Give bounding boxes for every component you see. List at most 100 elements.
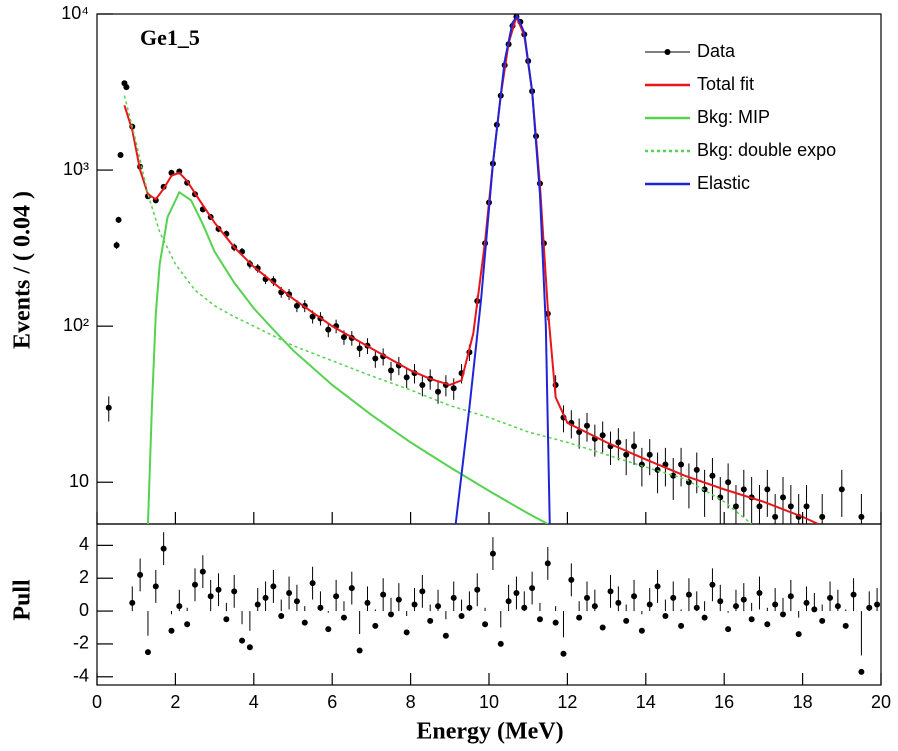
data-point: [646, 601, 653, 608]
data-point: [489, 550, 496, 557]
data-point: [419, 588, 426, 595]
data-point: [576, 614, 583, 621]
data-point: [254, 601, 261, 608]
data-point: [803, 599, 810, 606]
x-tick-label: 10: [479, 692, 499, 712]
data-point: [115, 216, 122, 223]
data-point: [631, 443, 638, 450]
data-point: [693, 604, 700, 611]
data-point: [223, 616, 230, 623]
data-point: [646, 451, 653, 458]
data-point: [709, 581, 716, 588]
data-point: [764, 621, 771, 628]
data-point: [505, 598, 512, 605]
data-point: [144, 649, 151, 656]
data-point: [427, 617, 434, 624]
data-point: [740, 486, 747, 493]
x-tick-label: 14: [636, 692, 656, 712]
data-point: [654, 583, 661, 590]
data-point: [615, 599, 622, 606]
y-tick-label: 10: [69, 471, 89, 491]
data-point: [160, 545, 167, 552]
y-tick-label: -4: [73, 666, 89, 686]
data-point: [246, 644, 253, 651]
data-point: [740, 596, 747, 603]
data-point: [262, 594, 269, 601]
data-point: [372, 355, 379, 362]
data-point: [293, 598, 300, 605]
data-point: [560, 650, 567, 657]
data-point: [286, 590, 293, 596]
data-point: [168, 627, 175, 634]
x-tick-label: 12: [557, 692, 577, 712]
data-point: [340, 614, 347, 621]
data-point: [403, 374, 410, 381]
data-point: [152, 583, 159, 590]
y-tick-label: 2: [79, 567, 89, 587]
data-point: [388, 367, 394, 374]
data-point: [803, 503, 810, 510]
data-point: [838, 486, 845, 493]
data-point: [137, 571, 144, 578]
plot-area: [129, 532, 881, 675]
legend-swatch: [664, 49, 671, 55]
data-point: [717, 494, 724, 501]
data-point: [842, 622, 849, 629]
data-point: [811, 606, 818, 613]
data-point: [340, 334, 347, 341]
data-point: [348, 585, 355, 592]
data-point: [544, 560, 551, 567]
data-point: [199, 568, 206, 575]
data-point: [631, 593, 638, 600]
data-point: [450, 385, 457, 392]
data-point: [795, 631, 802, 638]
fit-curve: [146, 190, 549, 524]
data-point: [117, 151, 124, 158]
data-point: [411, 601, 418, 608]
data-point: [176, 603, 183, 610]
data-point: [239, 637, 246, 644]
data-point: [780, 611, 786, 618]
data-point: [325, 326, 332, 333]
data-point: [231, 588, 238, 595]
x-tick-label: 0: [92, 692, 102, 712]
data-point: [866, 604, 873, 611]
data-point: [435, 388, 442, 395]
data-point: [819, 513, 826, 520]
data-point: [693, 466, 700, 473]
data-point: [364, 599, 371, 606]
data-point: [858, 668, 865, 675]
data-point: [356, 647, 363, 654]
data-point: [772, 601, 779, 608]
data-point: [615, 439, 622, 446]
data-point: [474, 586, 481, 593]
data-point: [301, 619, 308, 626]
data-point: [442, 632, 449, 639]
data-point: [623, 617, 630, 624]
data-point: [701, 486, 708, 493]
x-tick-label: 4: [249, 692, 259, 712]
y-tick-label: 10⁴: [61, 3, 89, 23]
legend-label: Bkg: double expo: [697, 140, 836, 160]
data-point: [678, 461, 685, 468]
data-point: [309, 313, 316, 320]
data-point: [599, 624, 606, 631]
plot-area: [105, 14, 865, 524]
data-point: [270, 583, 277, 590]
data-point: [192, 581, 198, 588]
data-point: [787, 503, 794, 510]
y-tick-label: 10³: [63, 159, 89, 179]
data-point: [756, 503, 763, 510]
x-tick-label: 2: [170, 692, 180, 712]
data-point: [536, 616, 543, 623]
data-point: [380, 591, 387, 598]
data-point: [529, 585, 536, 592]
y-tick-label: 4: [79, 534, 89, 554]
data-point: [450, 594, 457, 601]
bottom-frame: [96, 523, 882, 686]
data-point: [278, 613, 285, 619]
top-frame: [96, 13, 882, 525]
fit-curve: [454, 14, 551, 524]
legend-label: Bkg: MIP: [697, 107, 770, 127]
data-point: [513, 590, 520, 596]
